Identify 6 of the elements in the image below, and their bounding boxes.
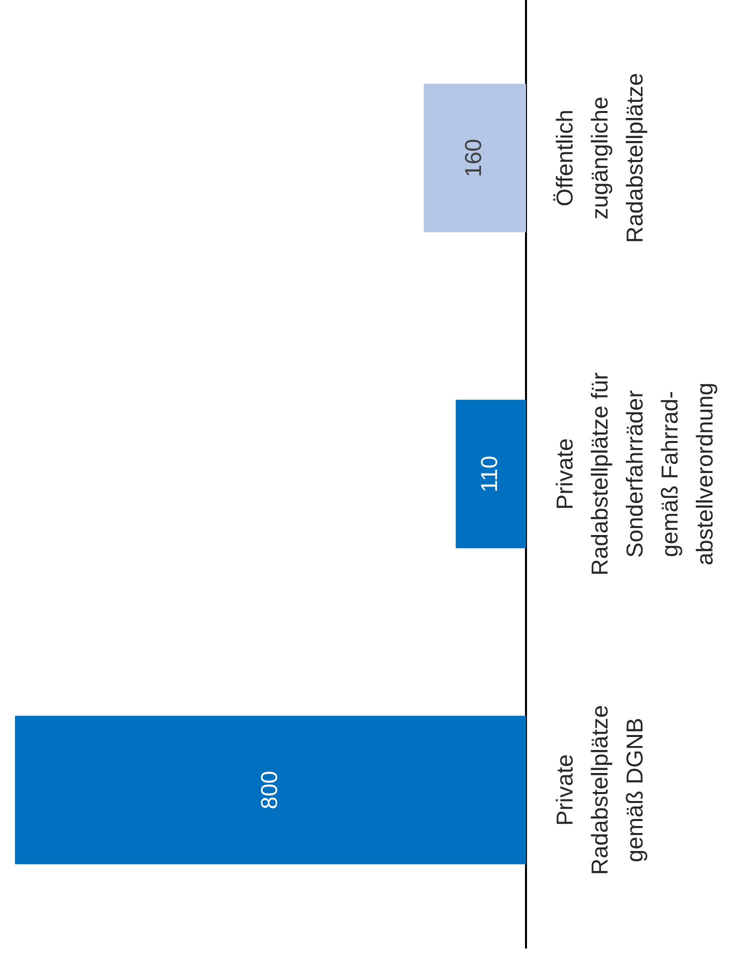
- y-tick-label: Private Radabstellplätze für Sonderfahrräder gemäß Fahrrad-abstellverordnung: [551, 372, 718, 576]
- data-label: 110: [476, 456, 502, 492]
- y-tick-label: Öffentlich zugängliche Radabstellplätze: [551, 72, 648, 244]
- data-label: 800: [256, 770, 282, 810]
- data-label: 160: [460, 138, 486, 178]
- y-tick-label: Private Radabstellplätze gemäß DGNB: [551, 704, 648, 876]
